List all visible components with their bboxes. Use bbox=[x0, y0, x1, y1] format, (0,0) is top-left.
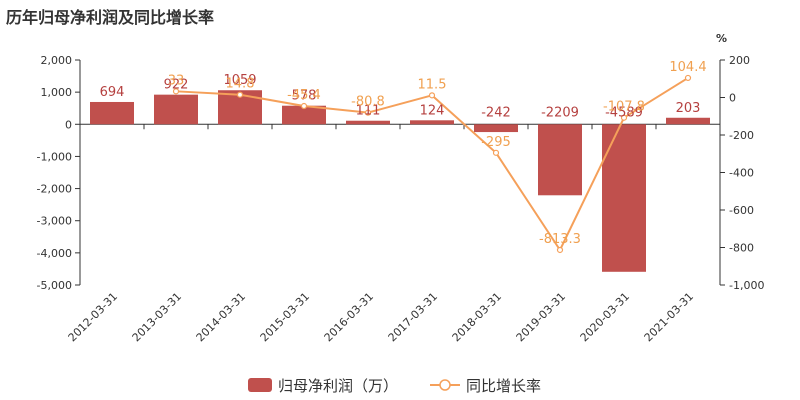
y-right-tick-label: -800 bbox=[729, 242, 754, 255]
title-part-2: 归母净利润 bbox=[38, 8, 119, 27]
y-left-tick-label: -2,000 bbox=[37, 183, 72, 196]
bar bbox=[282, 105, 326, 125]
line-data-label: -813.3 bbox=[539, 232, 581, 247]
y-left-tick-label: 2,000 bbox=[41, 54, 73, 67]
legend-swatch-marker bbox=[439, 379, 451, 391]
line-point bbox=[428, 92, 436, 99]
legend-item-profit[interactable]: 归母净利润（万） bbox=[248, 377, 398, 395]
line-data-label: 104.4 bbox=[669, 60, 706, 75]
bar bbox=[346, 120, 390, 125]
line-data-label: -295 bbox=[481, 135, 511, 150]
y-left-tick-label: 1,000 bbox=[41, 86, 73, 99]
bar bbox=[154, 94, 198, 125]
legend-label-profit: 归母净利润（万） bbox=[278, 377, 398, 395]
x-tick-label: 2014-03-31 bbox=[194, 290, 248, 344]
legend-item-growth[interactable]: 同比增长率 bbox=[430, 377, 541, 395]
line-point bbox=[556, 246, 564, 254]
bar-data-label: 111 bbox=[356, 104, 381, 119]
y-left-tick-label: -3,000 bbox=[37, 215, 72, 228]
line-point bbox=[172, 88, 180, 95]
line-point bbox=[236, 91, 244, 98]
line-point bbox=[492, 149, 500, 156]
y-left-tick-label: -1,000 bbox=[37, 150, 72, 163]
line-point bbox=[300, 102, 308, 110]
y-right-tick-label: -200 bbox=[729, 129, 754, 142]
x-tick-label: 2015-03-31 bbox=[258, 290, 312, 344]
bar bbox=[410, 120, 454, 125]
title-part-1: 历年 bbox=[6, 8, 39, 27]
chart-title: 历年归母净利润及同比增长率 bbox=[6, 4, 214, 28]
bar-data-label: 922 bbox=[164, 78, 189, 93]
line-point bbox=[364, 109, 372, 116]
y-right-tick-label: 0 bbox=[729, 92, 736, 105]
line-data-label: -45.4 bbox=[287, 88, 321, 103]
bar bbox=[538, 124, 582, 196]
bar-data-label: 578 bbox=[292, 89, 317, 104]
line-series bbox=[172, 74, 692, 254]
y-left-tick-label: -5,000 bbox=[37, 279, 72, 292]
bar-data-label: 1059 bbox=[223, 73, 256, 88]
x-tick-label: 2019-03-31 bbox=[514, 290, 568, 344]
axes: 2,000 1,000 0 -1,000 -2,000 -3,000 -4,000 -5,00… bbox=[37, 32, 765, 344]
x-tick-label: 2018-03-31 bbox=[450, 290, 504, 344]
data-labels: 694 922 1059 578 111 124 -242 -2209 -4589 203 33 14… bbox=[100, 60, 707, 247]
line-data-label: 14.8 bbox=[226, 77, 255, 92]
legend[interactable]: 归母净利润（万） 同比增长率 bbox=[248, 377, 541, 395]
line-data-label: 33 bbox=[168, 73, 185, 88]
y-right-tick-label: -400 bbox=[729, 167, 754, 180]
bar-data-label: -242 bbox=[481, 105, 511, 120]
x-tick-label: 2021-03-31 bbox=[642, 290, 696, 344]
x-tick-label: 2012-03-31 bbox=[66, 290, 120, 344]
line-data-label: 11.5 bbox=[418, 77, 447, 92]
y-right-tick-label: -600 bbox=[729, 204, 754, 217]
y-left-tick-label: -4,000 bbox=[37, 247, 72, 260]
title-part-3: 及同比增长率 bbox=[118, 8, 215, 27]
line-data-label: -80.8 bbox=[351, 95, 385, 110]
line-point bbox=[620, 114, 628, 121]
legend-swatch-bar bbox=[248, 378, 272, 392]
bar bbox=[666, 117, 710, 125]
y-left-tick-label: 0 bbox=[65, 118, 72, 131]
bar bbox=[602, 124, 646, 272]
x-tick-label: 2013-03-31 bbox=[130, 290, 184, 344]
bar-data-label: -2209 bbox=[541, 105, 579, 120]
y-right-tick-label: 200 bbox=[729, 54, 750, 67]
y-right-unit-label: % bbox=[716, 32, 727, 45]
x-tick-label: 2020-03-31 bbox=[578, 290, 632, 344]
y-right-tick-label: -1,000 bbox=[729, 279, 764, 292]
bar-data-label: 124 bbox=[420, 103, 445, 118]
bar-data-label: 203 bbox=[676, 101, 701, 116]
x-tick-label: 2017-03-31 bbox=[386, 290, 440, 344]
bar bbox=[90, 101, 134, 125]
line-point bbox=[684, 74, 692, 82]
bar-data-label: -4589 bbox=[605, 105, 643, 120]
legend-label-growth: 同比增长率 bbox=[466, 377, 541, 395]
line-data-label: -107.8 bbox=[603, 100, 645, 115]
bar-data-label: 694 bbox=[100, 85, 125, 100]
x-tick-label: 2016-03-31 bbox=[322, 290, 376, 344]
bar bbox=[474, 124, 518, 133]
